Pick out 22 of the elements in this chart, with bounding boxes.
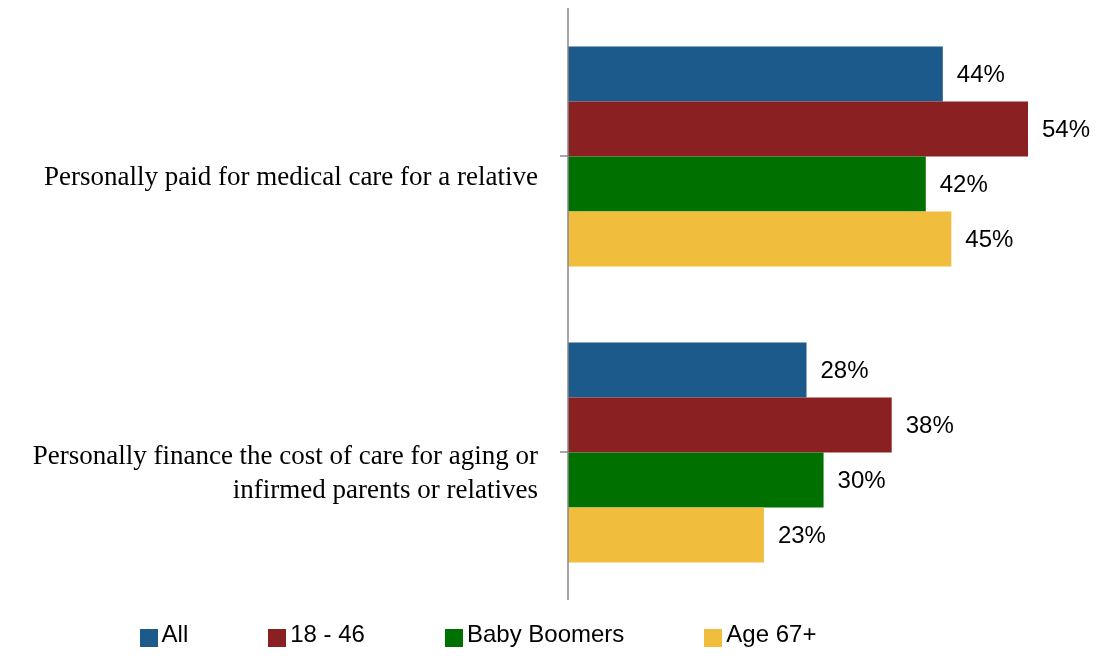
- legend-label: Baby Boomers: [466, 620, 625, 647]
- bar: [568, 46, 943, 102]
- bar: [568, 397, 892, 453]
- y-tick-label: Personally finance the cost of care for aging or infirmed parents or relatives: [31, 439, 538, 506]
- data-label: 54%: [1042, 115, 1091, 143]
- data-label: 30%: [837, 466, 886, 494]
- legend-label: 18 - 46: [290, 620, 365, 647]
- data-label: 44%: [956, 60, 1005, 88]
- bar: [568, 211, 952, 267]
- bar: [568, 507, 764, 563]
- data-label: 38%: [905, 411, 954, 439]
- y-tick-label: Personally paid for medical care for a relative: [43, 160, 538, 193]
- data-label: 45%: [965, 225, 1014, 253]
- data-label: 23%: [777, 521, 826, 549]
- legend-label: All: [161, 620, 189, 647]
- data-label: 42%: [939, 170, 988, 198]
- legend-label: Age 67+: [726, 620, 817, 647]
- bar: [568, 156, 926, 212]
- bar: [568, 452, 824, 508]
- bar: [568, 342, 807, 398]
- bar: [568, 101, 1028, 157]
- data-label: 28%: [820, 356, 869, 384]
